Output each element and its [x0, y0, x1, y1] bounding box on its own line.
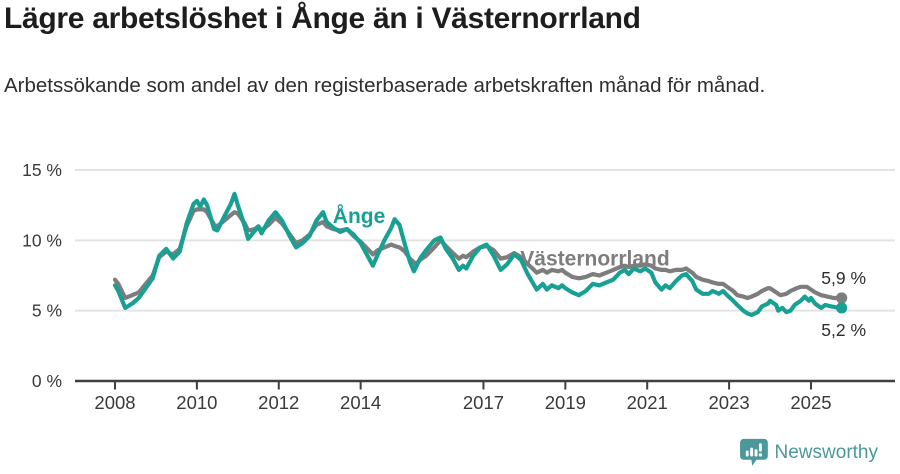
- x-axis-tick-label: 2010: [176, 392, 217, 413]
- x-axis-tick-label: 2014: [340, 392, 381, 413]
- x-axis-tick-label: 2017: [463, 392, 504, 413]
- end-value-label-ange: 5,2 %: [821, 320, 866, 340]
- x-axis-tick-label: 2019: [545, 392, 586, 413]
- brand-name: Newsworthy: [774, 442, 878, 463]
- x-axis-tick-label: 2021: [627, 392, 668, 413]
- y-axis-tick-label: 5 %: [32, 301, 62, 321]
- newsworthy-logo-icon: [739, 438, 768, 466]
- brand-footer: Newsworthy: [739, 438, 878, 468]
- series-label-ange: Ånge: [333, 204, 386, 228]
- series-end-dot-vasternorrland: [836, 292, 848, 304]
- chart-subtitle: Arbetssökande som andel av den registerb…: [4, 74, 766, 97]
- series-label-vasternorrland: Västernorrland: [520, 248, 669, 271]
- chart-title: Lägre arbetslöshet i Ånge än i Västernor…: [4, 2, 641, 35]
- end-value-label-vasternorrland: 5,9 %: [821, 268, 866, 288]
- y-axis-tick-label: 15 %: [22, 160, 62, 180]
- y-axis-tick-label: 0 %: [32, 371, 62, 391]
- x-axis-tick-label: 2012: [258, 392, 299, 413]
- y-axis-tick-label: 10 %: [22, 230, 62, 250]
- series-end-dot-ange: [836, 302, 848, 314]
- x-axis-tick-label: 2023: [709, 392, 750, 413]
- x-axis-tick-label: 2008: [94, 392, 135, 413]
- x-axis-tick-label: 2025: [790, 392, 831, 413]
- series-line-ange: [112, 191, 842, 317]
